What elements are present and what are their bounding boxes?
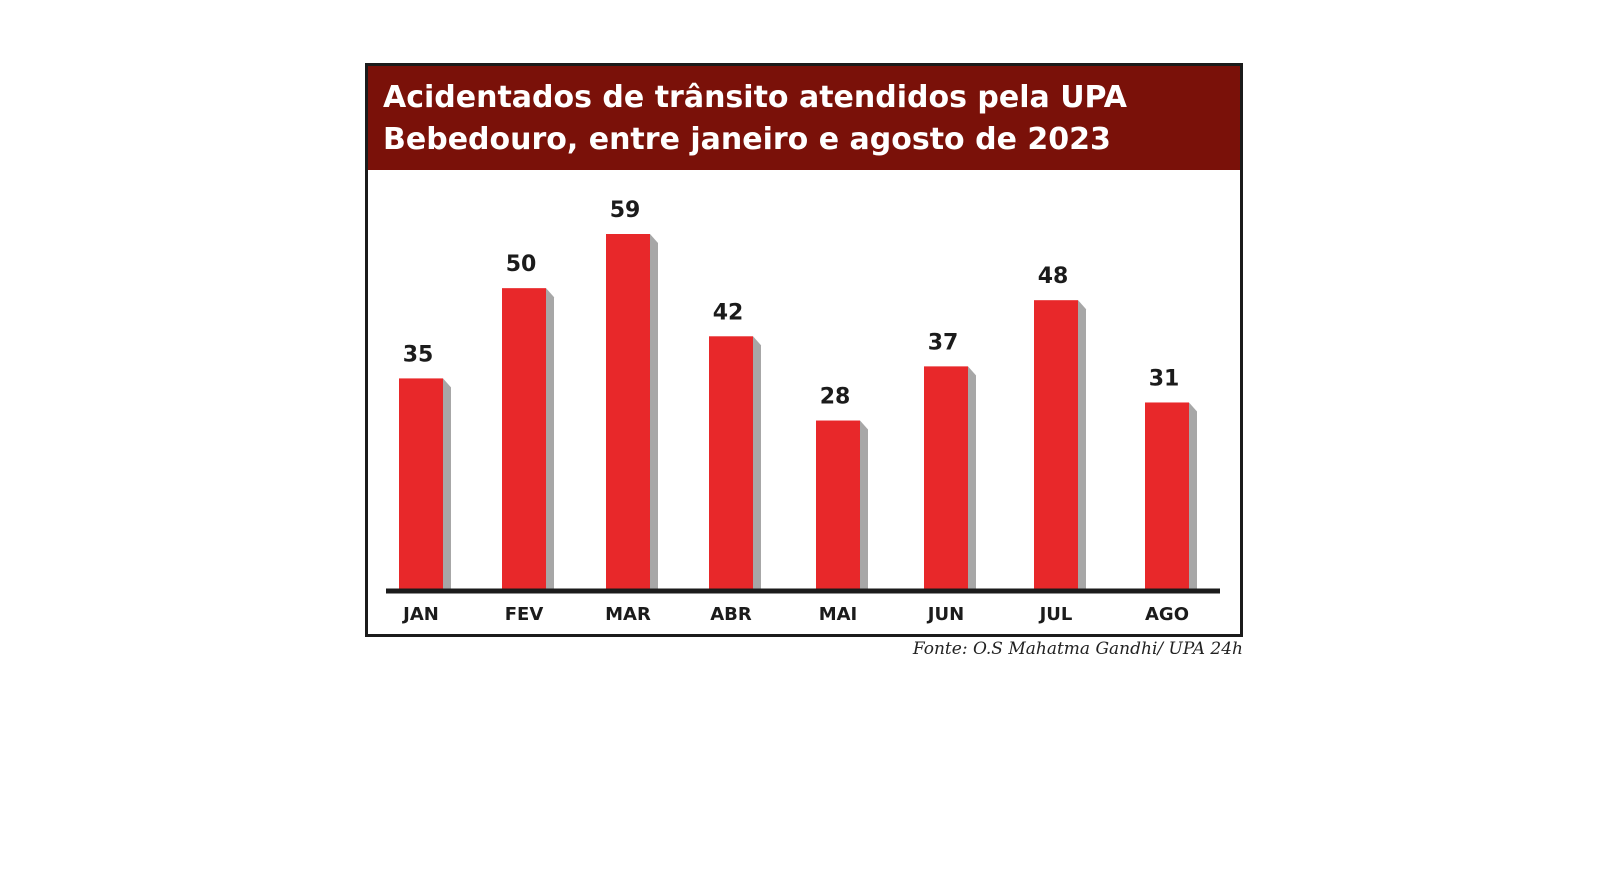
value-label-ago: 31: [1149, 366, 1180, 391]
chart-title-line-2: Bebedouro, entre janeiro e agosto de 202…: [383, 122, 1111, 157]
bar-shadow-jul: [1078, 300, 1086, 589]
chart-frame: Acidentados de trânsito atendidos pela U…: [365, 63, 1243, 637]
value-label-jan: 35: [403, 342, 434, 367]
value-label-mar: 59: [610, 198, 641, 223]
value-label-jun: 37: [928, 330, 959, 355]
bar-mar: [606, 234, 650, 589]
bar-jul: [1034, 300, 1078, 589]
category-label-jun: JUN: [926, 604, 964, 625]
category-label-ago: AGO: [1145, 604, 1189, 625]
value-label-mai: 28: [820, 385, 851, 410]
bar-ago: [1145, 402, 1189, 589]
category-label-jan: JAN: [401, 604, 439, 625]
value-label-fev: 50: [506, 252, 537, 277]
bar-shadow-mar: [650, 234, 658, 589]
category-label-jul: JUL: [1038, 604, 1073, 625]
category-label-abr: ABR: [710, 604, 752, 625]
bar-shadow-fev: [546, 288, 554, 589]
bar-shadow-ago: [1189, 402, 1197, 589]
category-label-mar: MAR: [605, 604, 651, 625]
value-label-abr: 42: [713, 300, 744, 325]
bar-jan: [399, 378, 443, 589]
bar-shadow-jan: [443, 378, 451, 589]
category-label-fev: FEV: [505, 604, 544, 625]
value-label-jul: 48: [1038, 264, 1069, 289]
category-label-mai: MAI: [819, 604, 858, 625]
chart-title-line-1: Acidentados de trânsito atendidos pela U…: [383, 80, 1128, 115]
bar-fev: [502, 288, 546, 589]
bar-shadow-mai: [860, 420, 868, 589]
bar-chart-plot: 35 JAN 50 FEV 59 MAR 42 ABR 28 MAI 37 JUN 48 JUL 31 AGO: [386, 198, 1220, 625]
bar-shadow-jun: [968, 366, 976, 589]
bar-shadow-abr: [753, 336, 761, 589]
bar-jun: [924, 366, 968, 589]
bar-mai: [816, 420, 860, 589]
source-note: Fonte: O.S Mahatma Gandhi/ UPA 24h: [912, 639, 1243, 659]
chart-title-band: Acidentados de trânsito atendidos pela U…: [368, 66, 1240, 170]
bar-abr: [709, 336, 753, 589]
